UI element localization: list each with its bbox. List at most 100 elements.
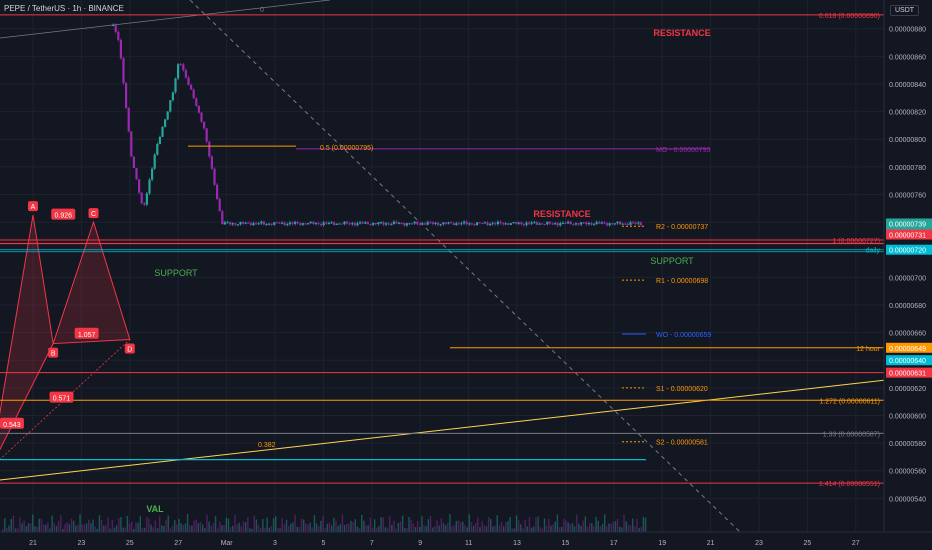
volume-bar <box>275 516 277 532</box>
volume-bar <box>285 519 288 532</box>
volume-bar <box>421 515 423 532</box>
volume-bar <box>266 517 268 532</box>
volume-bar <box>539 527 541 532</box>
volume-bar <box>152 527 154 532</box>
price-tag-box <box>886 367 932 378</box>
volume-bar <box>96 528 98 532</box>
volume-bar <box>19 517 21 532</box>
volume-bar <box>507 521 509 532</box>
candle-body <box>491 223 494 225</box>
volume-bar <box>94 526 96 532</box>
candle-body <box>333 222 336 225</box>
candle-body <box>320 224 323 226</box>
volume-bar <box>180 523 182 532</box>
price-tick-label: 0.00000780 <box>889 165 926 172</box>
volume-bar <box>429 516 432 532</box>
candle-body <box>496 221 499 224</box>
volume-bar <box>621 527 623 532</box>
volume-bar <box>320 520 322 532</box>
volume-bar <box>72 520 75 532</box>
level-label: S2 - 0.00000581 <box>656 440 708 447</box>
candle-body <box>379 222 382 224</box>
volume-bar <box>449 514 451 532</box>
time-tick-label: 23 <box>78 540 86 547</box>
volume-bar <box>307 524 309 532</box>
volume-bar <box>113 527 116 532</box>
pattern-point-marker <box>88 208 99 219</box>
price-tick-label: 0.00000820 <box>889 110 926 117</box>
candle-body <box>634 222 637 224</box>
volume-bar <box>638 527 640 532</box>
volume-bar <box>247 517 249 532</box>
volume-bar <box>156 528 159 532</box>
volume-bar <box>14 528 17 532</box>
candle-body <box>273 222 276 225</box>
volume-bar <box>223 525 225 532</box>
volume-bar <box>502 526 505 532</box>
candle-body <box>405 223 408 226</box>
volume-bar <box>606 526 608 532</box>
volume-bar <box>109 528 111 532</box>
candle-body <box>359 222 362 224</box>
volume-bar <box>111 519 114 532</box>
volume-bar <box>623 514 625 532</box>
time-tick-label: 15 <box>562 540 570 547</box>
upper-trendline <box>0 0 331 39</box>
chart-annotation: SUPPORT <box>650 256 694 266</box>
pattern-point-marker <box>48 347 59 358</box>
volume-bar <box>636 518 638 532</box>
candle-body <box>499 221 502 224</box>
candle-body <box>294 222 297 224</box>
volume-bar <box>4 518 6 532</box>
volume-bar <box>137 522 139 532</box>
candle-body <box>439 224 442 226</box>
candle-body <box>619 221 622 225</box>
volume-bar <box>588 523 591 532</box>
time-tick-label: 13 <box>513 540 521 547</box>
volume-bar <box>287 525 290 532</box>
level-label: S1 - 0.00000620 <box>656 386 708 393</box>
candle-body <box>411 223 414 225</box>
candle-body <box>431 222 434 224</box>
candle-body <box>213 168 216 185</box>
volume-bar <box>492 526 494 532</box>
symbol-title[interactable]: PEPE / TetherUS · 1h · BINANCE <box>4 4 124 13</box>
candle-body <box>260 221 263 224</box>
candle-body <box>301 223 304 225</box>
candle-body <box>559 223 562 226</box>
volume-bar <box>591 522 593 532</box>
pattern-ratio-label: 0.926 <box>54 213 72 220</box>
price-tick-label: 0.00000880 <box>889 27 926 34</box>
volume-bar <box>133 528 135 532</box>
price-tag-box <box>886 355 932 366</box>
candle-body <box>343 221 346 225</box>
candle-body <box>184 70 187 78</box>
volume-bar <box>53 523 55 532</box>
volume-bar <box>328 522 331 532</box>
candle-body <box>278 222 281 224</box>
volume-bar <box>333 517 335 532</box>
candle-body <box>418 224 421 226</box>
price-tag-label: 0.00000631 <box>889 371 926 378</box>
candle-body <box>356 223 359 226</box>
volume-bar <box>363 520 365 532</box>
volume-bar <box>264 527 266 532</box>
candle-body <box>195 98 198 106</box>
volume-bar <box>358 528 361 532</box>
candle-body <box>265 223 268 225</box>
currency-selector[interactable]: USDT <box>884 0 932 20</box>
volume-bar <box>614 520 617 532</box>
candle-body <box>164 119 167 128</box>
price-tick-label: 0.00000580 <box>889 441 926 448</box>
currency-label[interactable]: USDT <box>890 5 920 16</box>
volume-bar <box>533 526 535 532</box>
candle-body <box>546 221 549 225</box>
volume-bar <box>232 525 234 532</box>
volume-bar <box>537 516 539 532</box>
volume-bar <box>500 522 503 532</box>
chart-annotation: SUPPORT <box>154 268 198 278</box>
candle-body <box>507 223 510 225</box>
volume-bar <box>524 519 526 532</box>
volume-bar <box>571 523 574 532</box>
